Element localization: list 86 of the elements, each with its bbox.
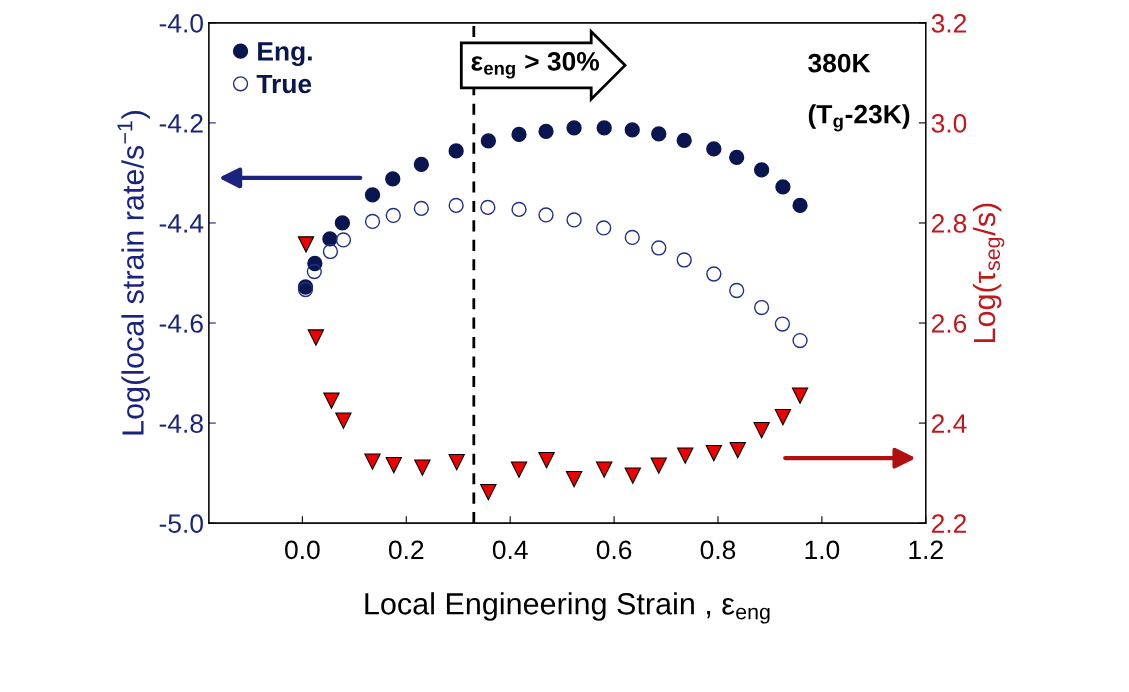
point xyxy=(596,120,612,136)
point xyxy=(706,141,722,157)
y-axis-title: Log(local strain rate/s$^{−1}$) xyxy=(117,111,150,435)
y2-tick-label: 2.8 xyxy=(931,214,967,233)
point xyxy=(651,126,667,142)
y2-tick-label: 2.2 xyxy=(931,514,966,533)
y-tick-label: -5.0 xyxy=(159,514,203,533)
y-tick-label: -4.4 xyxy=(159,214,204,233)
point xyxy=(413,156,429,173)
point xyxy=(364,213,381,230)
point xyxy=(510,461,528,478)
point xyxy=(448,143,464,159)
y2-axis-title: Log(τ$_{seg}$/s) xyxy=(972,203,1005,342)
point xyxy=(624,467,641,484)
y2-tick-label: 2.6 xyxy=(931,314,967,333)
point xyxy=(774,316,791,332)
point xyxy=(306,263,322,280)
point xyxy=(706,266,722,282)
point xyxy=(596,461,613,478)
point xyxy=(775,179,791,195)
point xyxy=(297,236,315,253)
point xyxy=(334,215,351,231)
y-tick-label: -4.2 xyxy=(159,114,203,133)
point xyxy=(650,457,667,474)
point xyxy=(364,187,381,203)
y-tick-label: -4.0 xyxy=(159,13,203,33)
point xyxy=(729,282,745,299)
y-tick-label: -4.8 xyxy=(159,414,203,433)
x-tick-label: 1.0 xyxy=(805,540,840,560)
annotation: (T$_{g}$-23K) xyxy=(808,104,910,132)
point xyxy=(448,197,464,214)
x-tick-label: 0.2 xyxy=(388,540,424,560)
point xyxy=(791,387,809,404)
point xyxy=(753,421,770,439)
point xyxy=(753,299,770,316)
point xyxy=(307,329,325,346)
legend-label: True xyxy=(256,74,312,94)
point xyxy=(729,149,745,166)
point xyxy=(322,243,339,260)
point xyxy=(565,470,583,488)
point xyxy=(566,212,582,228)
point xyxy=(566,120,582,136)
y2-tick-label: 3.0 xyxy=(931,114,967,133)
point xyxy=(413,200,429,217)
x-tick-label: 1.2 xyxy=(909,540,943,559)
x-tick-label: 0.8 xyxy=(700,540,736,560)
x-tick-label: 0.4 xyxy=(492,540,528,560)
annotation: ε$_{eng}$ > 30% xyxy=(471,52,600,79)
point xyxy=(651,240,667,256)
legend-label: Eng. xyxy=(258,42,312,67)
point xyxy=(596,220,612,236)
x-axis-title: Local Engineering Strain , ε$_{eng}$ xyxy=(365,592,770,624)
point xyxy=(448,453,465,471)
x-tick-label: 0.6 xyxy=(596,540,632,560)
y2-tick-label: 3.2 xyxy=(931,13,966,33)
point xyxy=(624,229,640,246)
point xyxy=(774,408,792,426)
point xyxy=(753,162,770,178)
y2-tick-label: 2.4 xyxy=(931,414,967,433)
point xyxy=(676,132,692,149)
point xyxy=(538,451,555,469)
point xyxy=(729,441,746,459)
point xyxy=(480,199,496,216)
point xyxy=(792,197,808,214)
annotation: 380K xyxy=(808,53,871,73)
point xyxy=(364,453,381,470)
point xyxy=(414,459,431,476)
point xyxy=(480,483,497,501)
point xyxy=(385,456,403,474)
x-tick-label: 0.0 xyxy=(285,540,320,560)
point xyxy=(624,122,640,138)
point xyxy=(676,252,692,268)
point xyxy=(511,126,527,143)
point xyxy=(385,207,401,224)
point xyxy=(385,171,401,187)
y-tick-label: -4.6 xyxy=(159,314,203,333)
point xyxy=(335,232,352,248)
point xyxy=(677,447,694,464)
point xyxy=(538,207,554,223)
point xyxy=(538,123,554,140)
point xyxy=(480,133,496,149)
point xyxy=(705,444,723,462)
point xyxy=(335,412,352,429)
point xyxy=(511,201,527,218)
point xyxy=(323,392,340,409)
point xyxy=(792,332,808,349)
